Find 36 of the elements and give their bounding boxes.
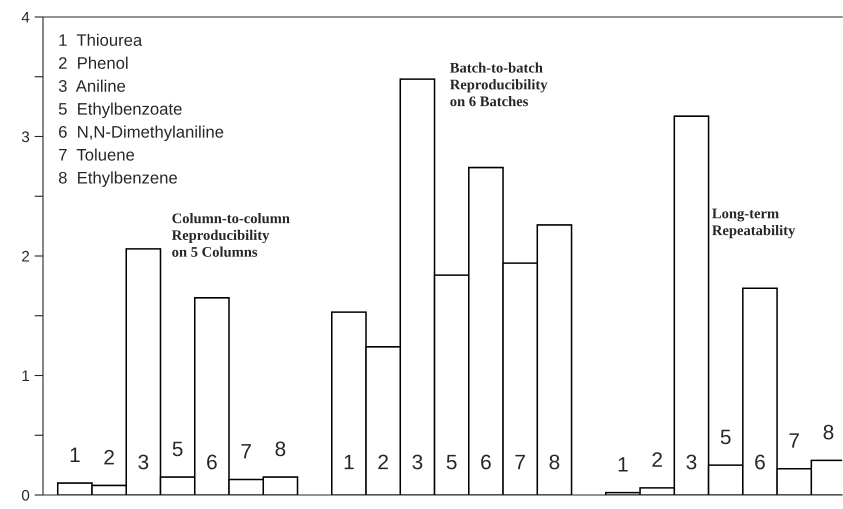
x-tick-label: 2 — [378, 454, 388, 470]
x-tick-label: 5 — [172, 442, 183, 456]
x-tick-label: 8 — [550, 454, 560, 470]
x-tick-label: 5 — [720, 430, 731, 444]
annotation: 3 Aniline — [58, 80, 126, 92]
x-tick-label: 1 — [70, 448, 80, 462]
annotation: 1 Thiourea — [59, 34, 142, 46]
x-tick-label: 1 — [618, 457, 628, 472]
x-tick-label: 7 — [515, 454, 525, 470]
annotation: 7 Toluene — [59, 148, 134, 161]
x-tick-label: 8 — [275, 441, 286, 456]
y-tick-label: 0 — [22, 490, 30, 501]
x-tick-label: 3 — [686, 454, 696, 470]
annotation: Batch-to-batch Reproducibility on 6 Batches — [450, 62, 548, 106]
y-tick-label: 2 — [22, 250, 30, 262]
annotation: Column-to-column Reproducibility on 5 Columns — [172, 212, 290, 257]
y-tick-label: 3 — [22, 131, 30, 142]
annotation: 2 Phenol — [59, 56, 128, 69]
x-tick-label: 7 — [789, 433, 799, 448]
x-tick-label: 6 — [207, 454, 217, 470]
x-tick-label: 2 — [652, 452, 662, 467]
y-tick-label: 4 — [22, 12, 30, 23]
x-tick-label: 6 — [481, 454, 491, 470]
x-tick-label: 6 — [755, 454, 765, 470]
x-tick-label: 3 — [138, 454, 148, 470]
y-tick-label: 1 — [22, 370, 30, 382]
x-tick-label: 1 — [344, 454, 354, 470]
annotation: 8 Ethylbenzene — [58, 171, 177, 187]
annotation: 5 Ethylbenzoate — [58, 102, 182, 118]
x-tick-label: 2 — [104, 450, 114, 464]
annotation: 6 N,N-Dimethylaniline — [59, 126, 224, 142]
x-tick-label: 8 — [824, 424, 834, 440]
x-tick-label: 7 — [241, 444, 251, 458]
x-tick-label: 5 — [446, 454, 457, 470]
annotation: Long-term Repeatability — [712, 208, 796, 238]
x-tick-label: 3 — [412, 454, 422, 470]
